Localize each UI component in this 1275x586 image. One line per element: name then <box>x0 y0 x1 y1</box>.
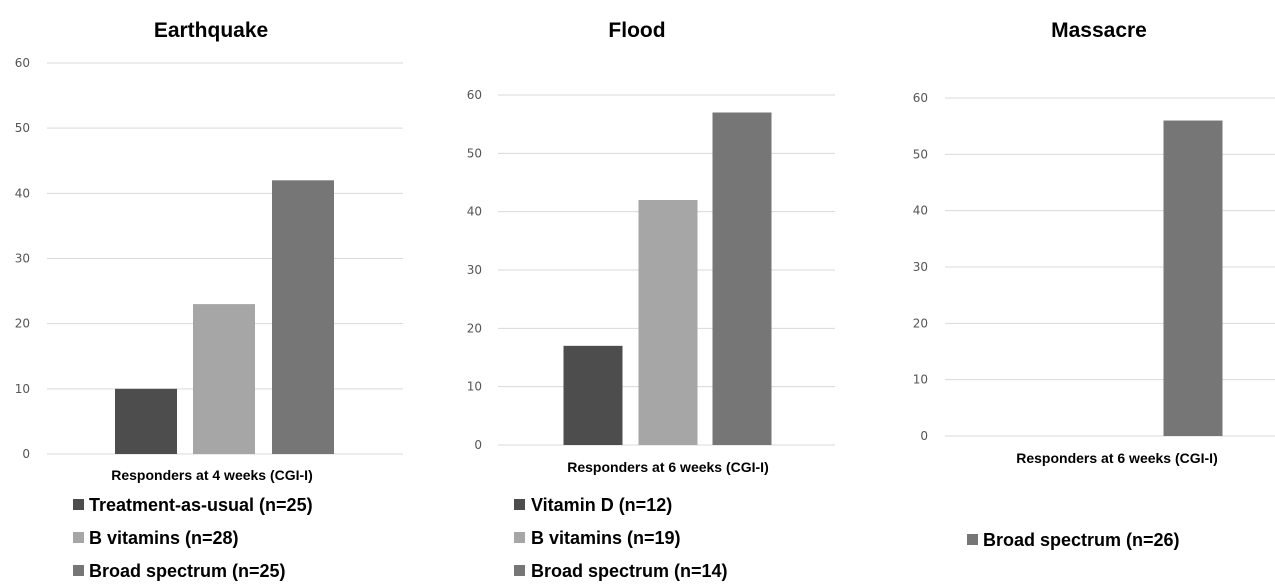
y-tick-label: 10 <box>913 373 928 387</box>
legend-label: Treatment-as-usual (n=25) <box>89 495 313 515</box>
y-tick-label: 30 <box>15 252 30 266</box>
y-tick-label: 30 <box>467 263 482 277</box>
y-tick-label: 50 <box>15 121 30 135</box>
y-tick-label: 60 <box>467 88 482 102</box>
y-tick-label: 30 <box>913 260 928 274</box>
legend-swatch <box>514 499 525 510</box>
y-tick-label: 50 <box>913 147 928 161</box>
chart-title: Earthquake <box>154 19 268 42</box>
y-tick-label: 20 <box>913 316 928 330</box>
bar <box>1163 120 1223 437</box>
legend-swatch <box>514 532 525 543</box>
legend-swatch <box>514 565 525 576</box>
bar <box>193 304 255 454</box>
legend-swatch <box>73 565 84 576</box>
y-tick-label: 60 <box>913 91 928 105</box>
x-axis-label: Responders at 6 weeks (CGI-I) <box>1016 450 1218 466</box>
x-axis-label: Responders at 6 weeks (CGI-I) <box>567 459 769 475</box>
y-tick-label: 50 <box>467 146 482 160</box>
bar <box>563 345 623 445</box>
legend-label: B vitamins (n=28) <box>89 528 239 548</box>
y-tick-label: 20 <box>467 321 482 335</box>
chart-title: Flood <box>608 19 665 42</box>
legend-label: B vitamins (n=19) <box>531 528 681 548</box>
y-tick-label: 0 <box>920 429 928 443</box>
bar <box>638 200 698 445</box>
y-tick-label: 10 <box>467 380 482 394</box>
bar <box>272 180 334 455</box>
y-tick-label: 20 <box>15 317 30 331</box>
bar <box>712 112 772 445</box>
y-tick-label: 0 <box>22 447 30 461</box>
y-tick-label: 40 <box>467 205 482 219</box>
legend-label: Broad spectrum (n=14) <box>531 561 728 581</box>
legend-label: Vitamin D (n=12) <box>531 495 672 515</box>
y-tick-label: 0 <box>474 438 482 452</box>
bar <box>115 388 177 454</box>
chart-title: Massacre <box>1051 19 1147 42</box>
legend-swatch <box>73 499 84 510</box>
y-tick-label: 40 <box>913 204 928 218</box>
legend-swatch <box>73 532 84 543</box>
legend-swatch <box>967 534 978 545</box>
y-tick-label: 60 <box>15 56 30 70</box>
legend-label: Broad spectrum (n=26) <box>983 530 1180 550</box>
x-axis-label: Responders at 4 weeks (CGI-I) <box>111 467 313 483</box>
y-tick-label: 10 <box>15 382 30 396</box>
legend-label: Broad spectrum (n=25) <box>89 561 286 581</box>
y-tick-label: 40 <box>15 186 30 200</box>
